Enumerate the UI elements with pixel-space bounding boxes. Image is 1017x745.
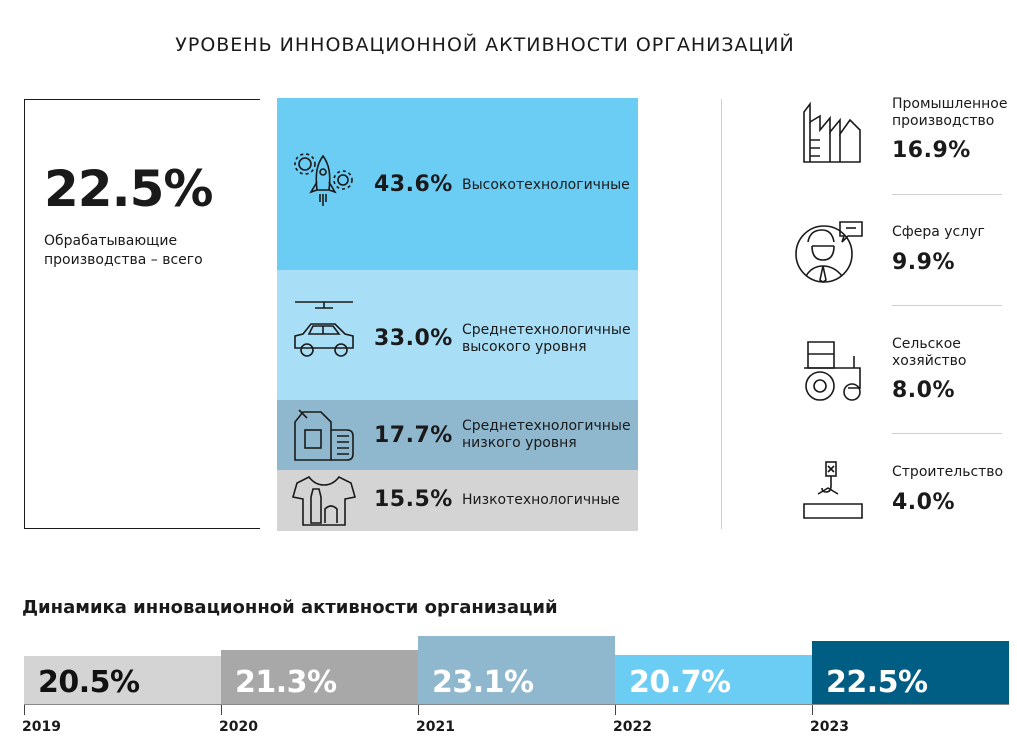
segment-label: Высокотехнологичные bbox=[462, 177, 630, 193]
chart-title: Динамика инновационной активности органи… bbox=[22, 597, 558, 618]
bar-2022: 20.7% bbox=[615, 654, 812, 704]
x-tick-label: 2021 bbox=[416, 719, 455, 735]
factory-icon bbox=[803, 101, 861, 163]
bar-value-label: 21.3% bbox=[235, 664, 337, 700]
x-tick bbox=[812, 705, 813, 715]
x-tick-label: 2023 bbox=[810, 719, 849, 735]
segment-value: 17.7% bbox=[374, 423, 453, 448]
canister-icon bbox=[294, 409, 354, 461]
industry-value: 16.9% bbox=[892, 138, 971, 163]
industry-value: 4.0% bbox=[892, 490, 956, 515]
total-value: 22.5% bbox=[44, 160, 213, 218]
total-frame bbox=[24, 99, 260, 529]
segment-value: 43.6% bbox=[374, 172, 453, 197]
total-label: Обрабатывающие производства – всего bbox=[44, 233, 203, 268]
industry-value: 8.0% bbox=[892, 378, 956, 403]
segment-label: Низкотехнологичные bbox=[462, 492, 620, 508]
x-tick bbox=[418, 705, 419, 715]
car-icon bbox=[294, 301, 354, 357]
x-tick bbox=[615, 705, 616, 715]
bar-value-label: 22.5% bbox=[826, 664, 928, 700]
segment-value: 15.5% bbox=[374, 487, 453, 512]
bar-value-label: 23.1% bbox=[432, 665, 534, 700]
bar-value-label: 20.5% bbox=[38, 664, 140, 700]
bar-2021: 23.1% bbox=[418, 636, 615, 704]
x-tick-label: 2022 bbox=[613, 719, 652, 735]
industry-label: Сфера услуг bbox=[892, 224, 985, 240]
bar-value-label: 20.7% bbox=[629, 664, 731, 700]
tshirt-bottle-icon bbox=[291, 475, 357, 526]
industry-separator bbox=[892, 305, 1002, 306]
rocket-gears-icon bbox=[294, 153, 353, 206]
industry-agriculture: Сельское хозяйство 8.0% bbox=[790, 332, 1002, 422]
industry-services: Сфера услуг 9.9% bbox=[790, 214, 1002, 294]
segment-label: Среднетехнологичные высокого уровня bbox=[462, 322, 631, 355]
segment-label: Среднетехнологичные низкого уровня bbox=[462, 418, 631, 451]
segment-low-tech: 15.5% Низкотехнологичные bbox=[277, 470, 638, 531]
industry-separator bbox=[892, 433, 1002, 434]
industry-separator bbox=[892, 194, 1002, 195]
x-tick-label: 2020 bbox=[219, 719, 258, 735]
service-person-icon bbox=[795, 221, 863, 283]
bar-2023: 22.5% bbox=[812, 640, 1009, 704]
segment-value: 33.0% bbox=[374, 326, 453, 351]
industry-manufacturing: Промышленное производство 16.9% bbox=[790, 96, 1007, 186]
industry-construction: Строительство 4.0% bbox=[790, 456, 1004, 528]
x-tick bbox=[24, 705, 25, 715]
x-axis-line bbox=[24, 704, 1009, 705]
industry-value: 9.9% bbox=[892, 250, 956, 275]
tractor-icon bbox=[804, 341, 861, 401]
industry-label: Промышленное производство bbox=[892, 96, 1008, 129]
industry-label: Сельское хозяйство bbox=[892, 336, 967, 369]
vertical-divider bbox=[721, 99, 722, 529]
x-tick bbox=[221, 705, 222, 715]
segment-medium-high-tech: 33.0% Среднетехнологичные высокого уровн… bbox=[277, 270, 638, 400]
bar-2020: 21.3% bbox=[221, 650, 418, 704]
segment-high-tech: 43.6% Высокотехнологичные bbox=[277, 98, 638, 270]
segment-medium-low-tech: 17.7% Среднетехнологичные низкого уровня bbox=[277, 400, 638, 470]
page-title: УРОВЕНЬ ИННОВАЦИОННОЙ АКТИВНОСТИ ОРГАНИЗ… bbox=[175, 34, 795, 56]
crane-hook-icon bbox=[803, 461, 863, 519]
industry-label: Строительство bbox=[892, 464, 1004, 480]
x-tick-label: 2019 bbox=[22, 719, 61, 735]
bar-2019: 20.5% bbox=[24, 656, 221, 704]
